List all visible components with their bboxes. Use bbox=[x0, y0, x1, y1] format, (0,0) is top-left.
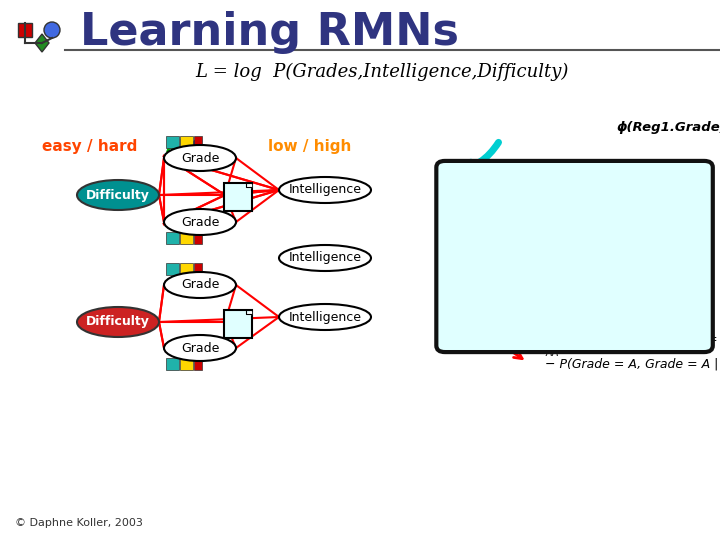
Bar bbox=[180, 358, 193, 370]
Bar bbox=[194, 136, 202, 148]
Polygon shape bbox=[35, 34, 49, 52]
Bar bbox=[457, 266, 552, 279]
Text: Difficulty: Difficulty bbox=[86, 315, 150, 328]
Text: Grade: Grade bbox=[181, 215, 219, 228]
FancyBboxPatch shape bbox=[18, 23, 32, 37]
Text: L = log  P(Grades,Intelligence,Difficulty): L = log P(Grades,Intelligence,Difficulty… bbox=[195, 63, 568, 81]
Text: Intelligence: Intelligence bbox=[289, 310, 361, 323]
Bar bbox=[457, 180, 656, 192]
Bar bbox=[194, 358, 202, 370]
Bar bbox=[166, 232, 179, 244]
Bar bbox=[180, 136, 193, 148]
Bar bbox=[194, 263, 202, 275]
Text: C: C bbox=[190, 138, 202, 156]
Bar bbox=[166, 136, 179, 148]
Bar bbox=[180, 232, 193, 244]
Ellipse shape bbox=[77, 180, 159, 210]
Ellipse shape bbox=[279, 245, 371, 271]
Bar bbox=[166, 358, 179, 370]
Ellipse shape bbox=[279, 177, 371, 203]
Bar bbox=[457, 284, 557, 295]
Ellipse shape bbox=[164, 272, 236, 298]
Text: B: B bbox=[178, 138, 191, 156]
Bar bbox=[457, 318, 559, 330]
Text: low / high: low / high bbox=[268, 139, 351, 154]
Bar bbox=[166, 263, 179, 275]
Text: © Daphne Koller, 2003: © Daphne Koller, 2003 bbox=[15, 518, 143, 528]
Bar bbox=[457, 215, 557, 227]
Text: Grade: Grade bbox=[181, 152, 219, 165]
Text: − P(Grade = A, Grade = A | Diffic): − P(Grade = A, Grade = A | Diffic) bbox=[545, 357, 720, 370]
Polygon shape bbox=[246, 311, 251, 314]
Ellipse shape bbox=[164, 335, 236, 361]
Ellipse shape bbox=[279, 304, 371, 330]
Text: Learning RMNs: Learning RMNs bbox=[80, 11, 459, 55]
Text: ϕ(Reg1.Grade,Reg2.Grade): ϕ(Reg1.Grade,Reg2.Grade) bbox=[617, 122, 720, 134]
Circle shape bbox=[44, 22, 60, 38]
Text: = #(Grade = A, Grade = A): = #(Grade = A, Grade = A) bbox=[562, 334, 720, 347]
Text: Intelligence: Intelligence bbox=[289, 252, 361, 265]
Text: A: A bbox=[166, 138, 179, 156]
FancyBboxPatch shape bbox=[224, 183, 252, 211]
Polygon shape bbox=[246, 184, 251, 187]
Ellipse shape bbox=[164, 209, 236, 235]
Ellipse shape bbox=[164, 145, 236, 171]
Text: Intelligence: Intelligence bbox=[289, 184, 361, 197]
Text: Grade: Grade bbox=[181, 341, 219, 354]
Ellipse shape bbox=[77, 307, 159, 337]
Bar bbox=[457, 301, 556, 313]
FancyBboxPatch shape bbox=[224, 310, 252, 338]
Text: $\frac{\partial L}{\partial \theta_{AA}}$: $\frac{\partial L}{\partial \theta_{AA}}… bbox=[530, 325, 561, 359]
Text: Grade: Grade bbox=[181, 279, 219, 292]
Text: easy / hard: easy / hard bbox=[42, 139, 138, 154]
Bar bbox=[457, 198, 554, 210]
Bar bbox=[457, 232, 556, 244]
Bar bbox=[180, 263, 193, 275]
Bar bbox=[194, 232, 202, 244]
Text: Difficulty: Difficulty bbox=[86, 188, 150, 201]
Bar bbox=[457, 249, 686, 261]
